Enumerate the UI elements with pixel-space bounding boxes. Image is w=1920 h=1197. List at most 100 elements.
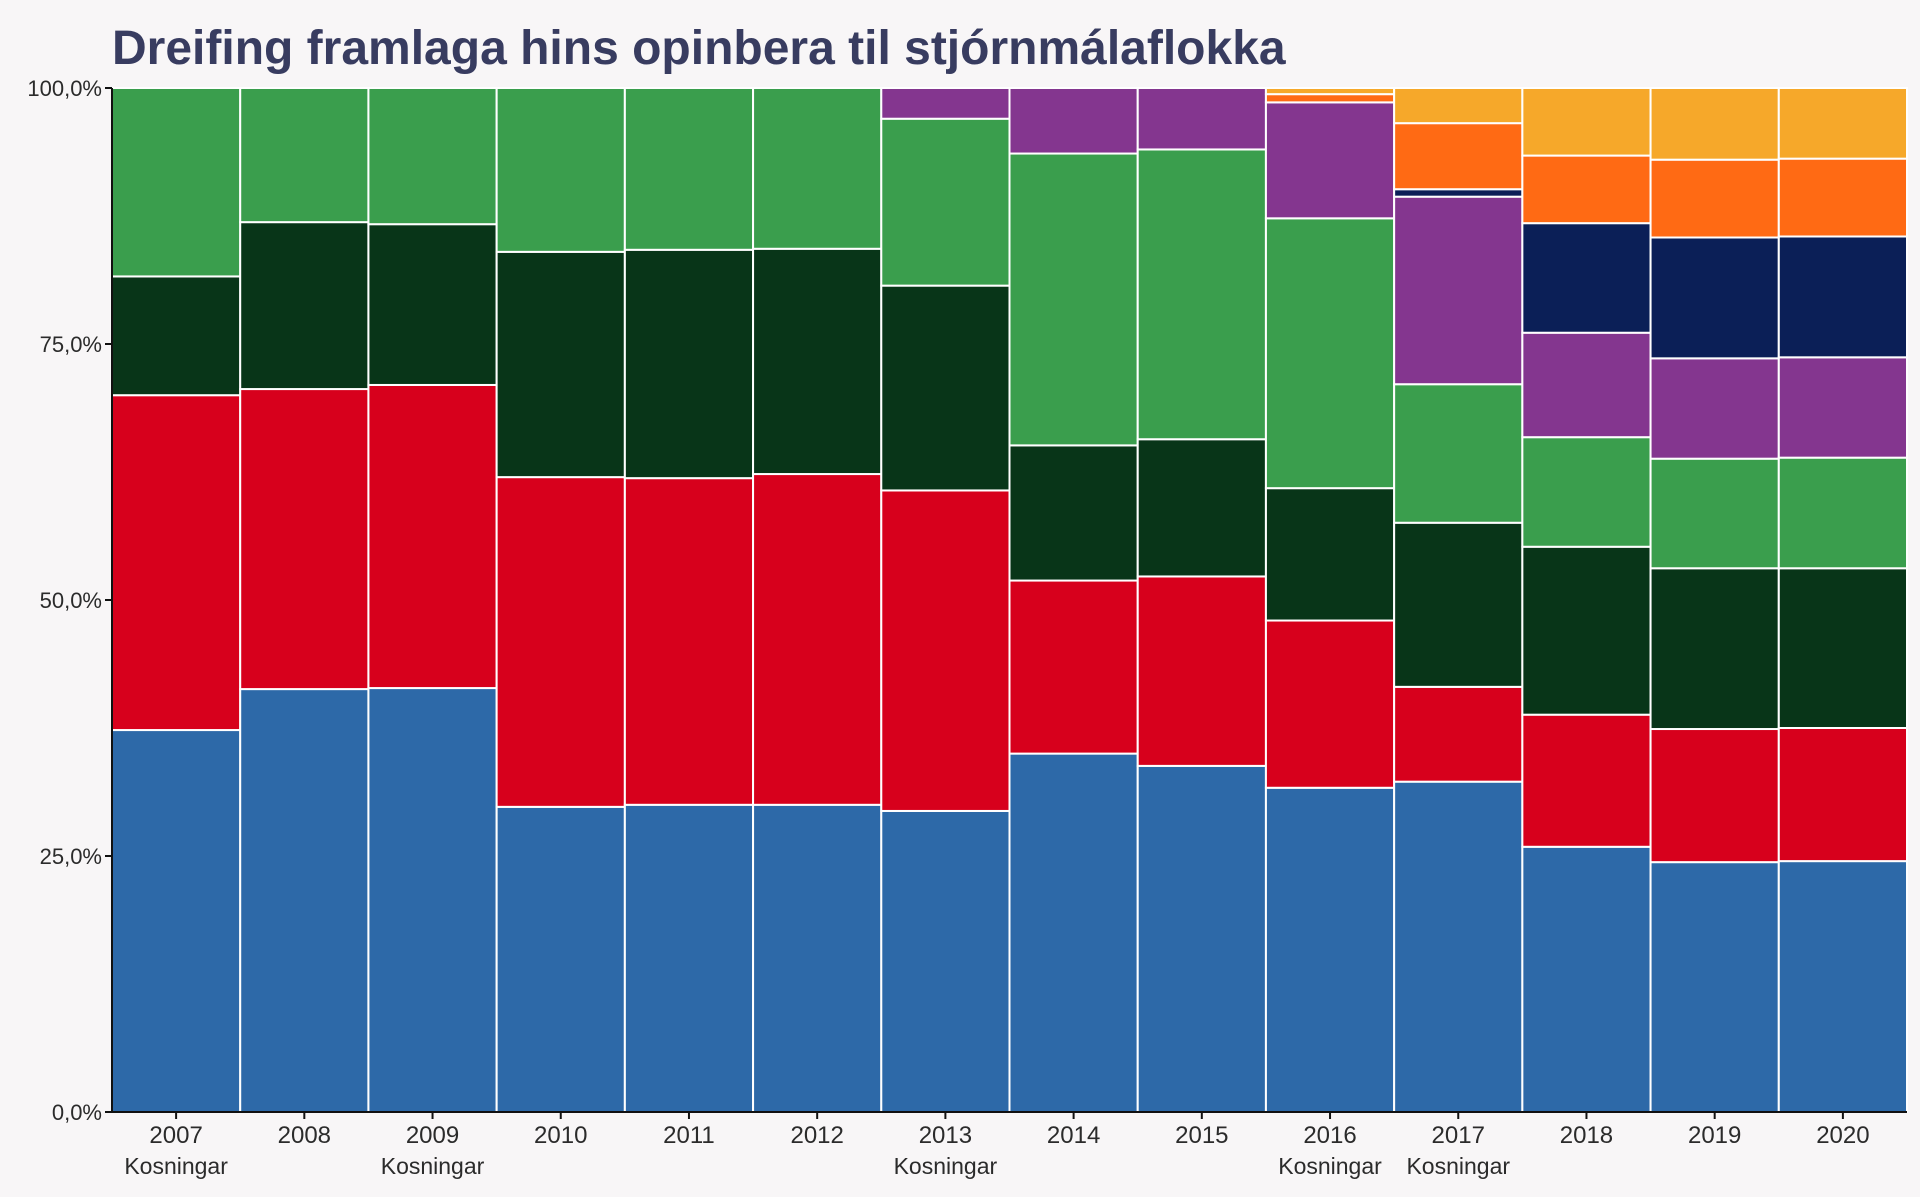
bar-segment-2012-4: [752, 87, 883, 250]
y-tick-label: 0,0%: [52, 1100, 102, 1125]
axes-layer: [105, 87, 1907, 1119]
bar-segment-2019-1: [1649, 861, 1780, 1113]
bar-segment-2011-1: [623, 803, 755, 1113]
bar-segment-2017-5: [1393, 195, 1524, 386]
bar-segment-2013-4: [880, 117, 1011, 287]
bar-segment-2015-3: [1136, 438, 1267, 578]
x-tick-label: 2007: [149, 1122, 202, 1149]
y-tick-label: 50,0%: [40, 588, 102, 613]
x-tick-label: 2008: [278, 1122, 331, 1149]
bar-segment-2020-7: [1777, 157, 1909, 238]
x-tick-label: 2014: [1047, 1122, 1100, 1149]
bar-segment-2020-2: [1777, 727, 1909, 863]
bar-segment-2016-4: [1264, 217, 1396, 490]
bar-segment-2010-1: [495, 805, 626, 1114]
bar-segment-2016-2: [1264, 619, 1396, 789]
bar-segment-2012-1: [752, 803, 883, 1113]
bar-segment-2013-1: [880, 809, 1011, 1113]
x-tick-label: 2020: [1816, 1122, 1869, 1149]
bar-segment-2013-5: [880, 87, 1011, 120]
bar-segment-2017-2: [1393, 685, 1524, 783]
bar-segment-2007-2: [111, 394, 242, 732]
bar-segment-2010-4: [495, 87, 626, 253]
x-tick-label: 2009: [406, 1122, 459, 1149]
x-tick-labels: 2007 Kosningar 2008 2009 Kosningar 2010 2011 20…: [124, 1122, 1869, 1179]
bar-segment-2014-1: [1008, 752, 1139, 1113]
bar-segment-2016-7: [1264, 93, 1396, 104]
bar-segment-2018-6: [1521, 222, 1652, 334]
bar-segment-2015-1: [1136, 764, 1267, 1113]
bar-segment-2019-6: [1649, 236, 1780, 360]
x-tick-label: 2013: [919, 1122, 972, 1149]
bar-segment-2014-3: [1008, 444, 1139, 582]
bar-segment-2007-1: [111, 729, 242, 1113]
bar-segment-2020-4: [1777, 456, 1909, 570]
x-tick-label: 2016: [1303, 1122, 1356, 1149]
bar-segment-2007-4: [111, 87, 242, 278]
bar-segment-2017-6: [1393, 188, 1524, 198]
bar-segment-2019-3: [1649, 567, 1780, 731]
x-tick-label: 2012: [790, 1122, 843, 1149]
bar-segment-2017-3: [1393, 521, 1524, 688]
bar-segment-2014-4: [1008, 152, 1139, 447]
bar-segment-2015-2: [1136, 575, 1267, 767]
bar-segment-2008-2: [239, 388, 370, 691]
bar-segment-2014-5: [1008, 87, 1139, 155]
bar-segment-2012-3: [752, 247, 883, 476]
x-tick-label: 2019: [1688, 1122, 1741, 1149]
bar-segment-2019-4: [1649, 457, 1780, 570]
x-tick-label: 2010: [534, 1122, 587, 1149]
bar-segment-2019-8: [1649, 87, 1780, 161]
x-tick-note: Kosningar: [1406, 1153, 1510, 1179]
bar-segment-2011-3: [623, 248, 755, 480]
bar-segment-2012-2: [752, 473, 883, 806]
x-tick-note: Kosningar: [1278, 1153, 1382, 1179]
bar-segment-2019-5: [1649, 357, 1780, 460]
bar-segment-2013-3: [880, 284, 1011, 492]
y-tick-label: 100,0%: [27, 76, 102, 101]
bar-segment-2009-1: [367, 687, 498, 1114]
bar-segment-2020-1: [1777, 860, 1909, 1113]
bar-segment-2008-4: [239, 87, 370, 224]
bar-segment-2020-8: [1777, 87, 1909, 160]
bar-segment-2013-2: [880, 489, 1011, 812]
y-tick-label: 25,0%: [40, 844, 102, 869]
y-tick-label: 75,0%: [40, 332, 102, 357]
bar-segment-2018-1: [1521, 845, 1652, 1113]
x-tick-note: Kosningar: [124, 1153, 228, 1179]
bar-segment-2014-2: [1008, 579, 1139, 755]
x-tick-label: 2018: [1560, 1122, 1613, 1149]
bar-segment-2007-3: [111, 275, 242, 397]
bar-segment-2009-3: [367, 223, 498, 386]
bar-segment-2018-4: [1521, 436, 1652, 548]
x-tick-note: Kosningar: [381, 1153, 485, 1179]
bar-segment-2008-3: [239, 221, 370, 391]
bar-segment-2016-8: [1264, 87, 1396, 96]
y-tick-labels: 0,0% 25,0% 50,0% 75,0% 100,0%: [27, 76, 102, 1125]
bar-segment-2018-2: [1521, 713, 1652, 848]
bar-segment-2018-8: [1521, 87, 1652, 157]
bar-segment-2017-4: [1393, 383, 1524, 524]
bar-segment-2016-5: [1264, 101, 1396, 220]
bar-segment-2015-5: [1136, 87, 1267, 151]
bar-segment-2010-3: [495, 250, 626, 479]
bar-segment-2018-7: [1521, 154, 1652, 225]
bar-segment-2019-2: [1649, 728, 1780, 864]
chart-title: Dreifing framlaga hins opinbera til stjó…: [112, 22, 1286, 75]
bar-segment-2020-3: [1777, 567, 1909, 729]
x-tick-note: Kosningar: [894, 1153, 998, 1179]
x-tick-label: 2015: [1175, 1122, 1228, 1149]
x-tick-label: 2011: [663, 1122, 715, 1149]
bar-segment-2018-5: [1521, 331, 1652, 439]
bar-segment-2020-6: [1777, 235, 1909, 359]
bar-segment-2011-4: [623, 87, 755, 251]
bar-segment-2018-3: [1521, 545, 1652, 716]
bar-segment-2011-2: [623, 477, 755, 806]
x-tick-label: 2017: [1432, 1122, 1485, 1149]
bar-segment-2010-2: [495, 476, 626, 808]
bar-segment-2019-7: [1649, 158, 1780, 239]
bar-segment-2020-5: [1777, 356, 1909, 459]
bars-layer: [111, 87, 1909, 1114]
